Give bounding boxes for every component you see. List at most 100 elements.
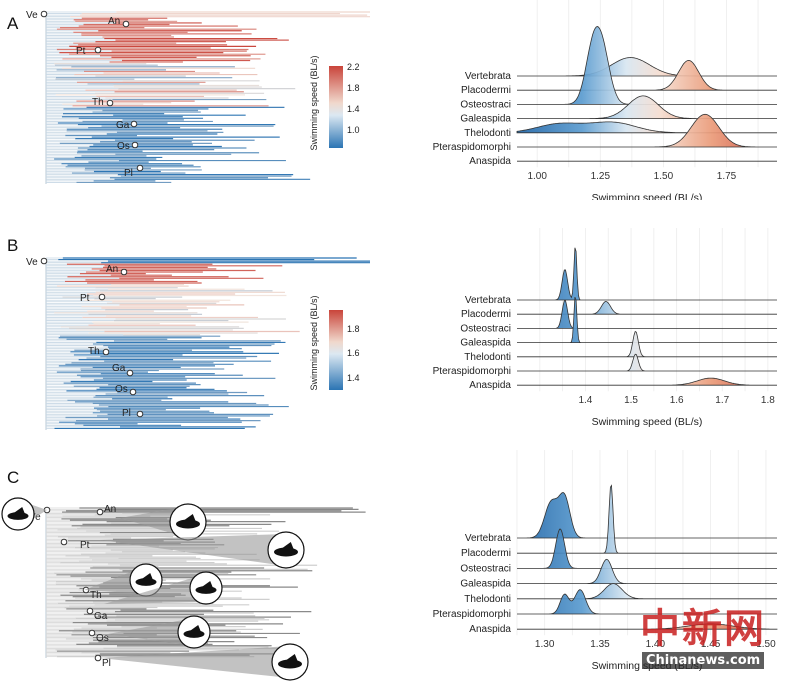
fish-fin [283,654,298,662]
density-ridge [517,330,777,358]
clade-node [129,388,137,396]
category-label: Osteostraci [460,323,511,334]
density-ridge [517,589,777,615]
clade-label: An [104,504,116,515]
clade-node [130,120,138,128]
clade-node [102,348,110,356]
clade-node [86,607,94,615]
x-tick-label: 1.25 [591,171,611,182]
clade-fan [84,566,146,594]
density-ridge [516,121,777,134]
category-label: Thelodonti [464,352,511,363]
x-tick-label: 1.30 [535,639,555,650]
clade-label: Pl [124,168,133,179]
clade-node [96,508,104,516]
clade-label: Pt [80,540,90,551]
density-ridge [517,492,777,539]
density-ridge [517,297,777,343]
panel-a: A Ve An Pt Th Ga Os Pl Swimming speed (BL/s) 2… [0,0,800,228]
clade-label: Ga [116,120,130,131]
fish-fin [181,514,196,522]
x-tick-label: 1.7 [715,395,729,406]
category-label: Vertebrata [465,533,512,544]
category-label: Placodermi [461,309,511,320]
clade-fan [100,534,286,566]
fish-fin [140,573,153,580]
density-ridge [517,528,777,569]
clade-node [60,538,68,546]
category-label: Pteraspidomorphi [433,609,511,620]
x-tick-label: 1.40 [646,639,666,650]
colorbar: Swimming speed (BL/s) 1.8 1.6 1.4 [305,288,365,408]
density-ridge [517,57,777,77]
category-label: Osteostraci [460,99,511,110]
x-tick-label: 1.8 [761,395,775,406]
clade-node [106,99,114,107]
colorbar-tick: 1.4 [347,373,360,383]
clade-node [120,268,128,276]
clade-label: Pt [76,46,86,57]
category-label: Anaspida [469,156,511,167]
x-tick-label: 1.45 [701,639,721,650]
x-tick-label: 1.75 [717,171,737,182]
clade-fan [108,618,194,646]
category-label: Pteraspidomorphi [433,366,511,377]
colorbar-title: Swimming speed (BL/s) [309,295,319,391]
x-axis-label: Swimming speed (BL/s) [592,416,703,428]
phylogeny-tree: Ve An Pt Th Ga Os Pl [26,10,370,184]
category-label: Thelodonti [464,594,511,605]
density-ridge [517,247,777,301]
category-label: Vertebrata [465,71,512,82]
x-tick-label: 1.5 [624,395,638,406]
colorbar-title: Swimming speed (BL/s) [309,55,319,151]
fish-silhouette [7,512,29,520]
fish-silhouette [195,586,217,594]
clade-label: Os [96,633,109,644]
x-axis-label: Swimming speed (BL/s) [592,192,703,200]
clade-label: Pl [122,408,131,419]
clade-node [131,141,139,149]
panel-label: B [7,236,19,255]
clade-node [126,369,134,377]
clade-node [94,46,102,54]
watermark-en: Chinanews.com [642,652,765,669]
density-ridge [517,353,777,372]
tree-branches [45,257,370,430]
phylogeny-tree: Ve An Pt Th Ga Os Pl [26,257,370,430]
x-tick-label: 1.50 [756,639,776,650]
clade-label: Ga [112,363,126,374]
density-ridge [517,377,777,386]
clade-fan [120,506,188,538]
density-ridge [517,300,777,329]
clade-label: Os [115,384,128,395]
density-ridge [517,623,778,630]
clade-node [136,164,144,172]
colorbar-tick: 1.4 [347,104,360,114]
colorbar-gradient [329,310,343,390]
category-label: Placodermi [461,85,511,96]
colorbar-gradient [329,66,343,148]
density-ridge [517,95,777,119]
density-ridge [517,558,777,584]
colorbar-tick: 2.2 [347,62,360,72]
category-label: Thelodonti [464,128,511,139]
clade-label: Pt [80,293,90,304]
clade-node [88,629,96,637]
clade-label: Ve [26,257,38,268]
clade-node [98,293,106,301]
colorbar: Swimming speed (BL/s) 2.2 1.8 1.4 1.0 [305,55,365,160]
fish-fin [188,625,201,632]
clade-node [136,410,144,418]
clade-node [40,257,48,265]
clade-label: An [108,16,120,27]
ridgeline-chart: 1.4 1.5 1.6 1.7 1.8 Swimming speed (BL/s) Vert… [433,228,777,428]
clade-node [122,20,130,28]
category-label: Placodermi [461,548,511,559]
watermark-cn: 中新网 [640,606,766,652]
category-label: Galeaspida [460,338,511,349]
x-tick-label: 1.4 [578,395,592,406]
clade-fan [104,574,206,604]
category-label: Galeaspida [460,579,511,590]
tree-branches [45,11,370,184]
